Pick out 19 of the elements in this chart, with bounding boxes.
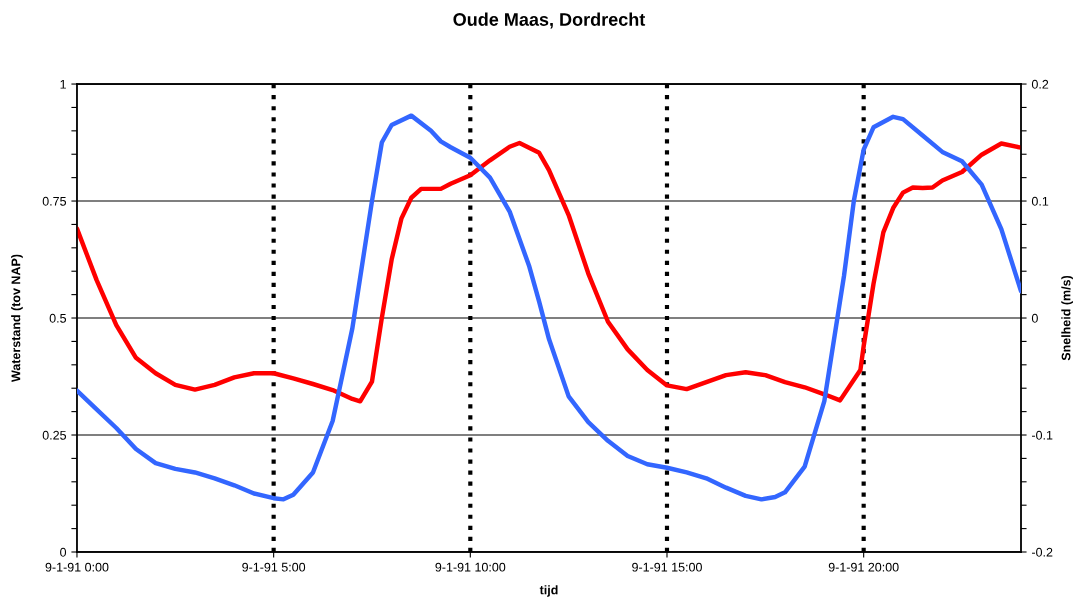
y2-tick-label: -0.2 bbox=[1031, 547, 1053, 557]
y-tick-label: 0.25 bbox=[42, 430, 67, 440]
x-tick-label: 9-1-91 10:00 bbox=[435, 562, 506, 572]
x-tick-label: 9-1-91 5:00 bbox=[242, 562, 306, 572]
y2-tick-label: 0 bbox=[1031, 313, 1038, 323]
y2-tick-label: -0.1 bbox=[1031, 430, 1053, 440]
x-tick-label: 9-1-91 0:00 bbox=[45, 562, 109, 572]
x-tick-label: 9-1-91 15:00 bbox=[632, 562, 702, 572]
y-axis-title: Waterstand (tov NAP) bbox=[11, 254, 23, 383]
y-tick-label: 0 bbox=[60, 547, 67, 557]
y-tick-label: 1 bbox=[60, 79, 66, 89]
y2-tick-label: 0.1 bbox=[1031, 196, 1049, 206]
y-tick-label: 0.5 bbox=[49, 313, 67, 323]
y2-tick-label: 0.2 bbox=[1031, 79, 1049, 89]
y2-axis-title: Snelheid (m/s) bbox=[1061, 275, 1073, 361]
x-tick-label: 9-1-91 20:00 bbox=[828, 562, 899, 572]
chart-title: Oude Maas, Dordrecht bbox=[453, 12, 646, 29]
y-tick-label: 0.75 bbox=[42, 196, 67, 206]
x-axis-title: tijd bbox=[539, 585, 558, 597]
